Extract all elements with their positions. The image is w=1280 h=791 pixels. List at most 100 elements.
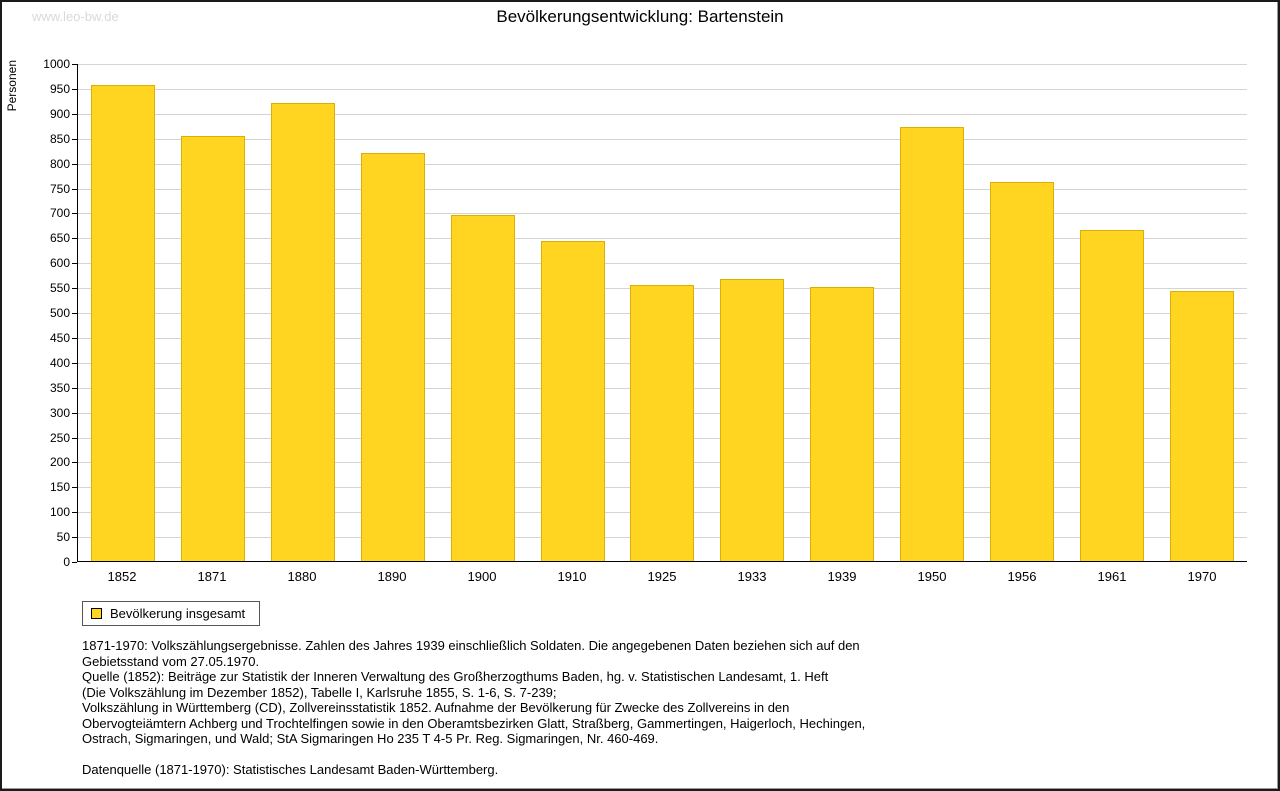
y-axis-tick-mark [72, 313, 77, 314]
y-axis-tick-mark [72, 88, 77, 90]
footnote-line [82, 747, 865, 763]
bar-1925 [630, 284, 695, 561]
gridline [78, 88, 1247, 90]
plot-area [77, 64, 1247, 562]
footnote-line: Ostrach, Sigmaringen, und Wald; StA Sigm… [82, 731, 659, 746]
x-axis-tick-label: 1900 [467, 569, 497, 584]
x-axis-tick-label: 1939 [827, 569, 857, 584]
y-axis-tick-label: 950 [49, 81, 70, 96]
footnote-line: Volkszählung in Württemberg (CD), Zollve… [82, 700, 790, 715]
footnote-line: 1871-1970: Volkszählungsergebnisse. Zahl… [82, 638, 860, 653]
chart-title: Bevölkerungsentwicklung: Bartenstein [496, 7, 784, 26]
y-axis-tick-mark [72, 263, 77, 265]
bar-slot [977, 64, 1067, 561]
y-axis-tick-mark [72, 362, 77, 364]
y-axis-tick-label: 150 [49, 480, 70, 495]
y-axis-tick-label: 1000 [43, 57, 70, 71]
y-axis-tick-mark [72, 462, 77, 464]
gridline [78, 64, 1247, 65]
y-axis-tick-label: 300 [49, 405, 70, 420]
y-axis-tick-label: 250 [49, 430, 70, 445]
x-axis-tick-label: 1880 [287, 569, 317, 584]
bar-1890 [360, 153, 425, 561]
gridline [78, 138, 1247, 140]
x-axis-tick-label: 1871 [197, 569, 227, 584]
y-axis-tick-mark [72, 64, 77, 65]
bar-slot [348, 64, 438, 561]
bar-slot [1067, 64, 1157, 561]
y-axis-tick-label: 350 [49, 380, 70, 395]
y-axis-tick-mark [72, 512, 77, 514]
y-axis-tick-mark [72, 412, 77, 414]
y-axis-tick-label: 200 [49, 455, 70, 470]
y-axis-tick-label: 650 [49, 231, 70, 246]
bar-slot [168, 64, 258, 561]
y-axis-tick-label: 100 [49, 505, 70, 520]
y-axis-label: Personen [5, 60, 19, 112]
bar-slot [258, 64, 348, 561]
footnote-line: Gebietsstand vom 27.05.1970. [82, 653, 260, 669]
y-axis-tick-label: 0 [63, 555, 70, 569]
bar-slot [797, 64, 887, 561]
x-axis-tick-label: 1890 [377, 569, 407, 584]
legend-swatch-icon [91, 608, 102, 619]
bar-1956 [990, 182, 1055, 561]
y-axis-tick-mark [72, 562, 77, 563]
y-axis-tick-label: 50 [56, 530, 70, 545]
y-axis-tick-label: 450 [49, 330, 70, 345]
y-axis-tick-label: 500 [49, 306, 70, 320]
y-axis-tick-mark [72, 387, 77, 389]
gridline [78, 188, 1247, 190]
x-axis-tick-label: 1910 [557, 569, 587, 584]
y-axis-tick-label: 400 [49, 355, 70, 370]
y-axis-tick-mark [72, 537, 77, 539]
gridline [78, 163, 1247, 165]
y-axis-tick-label: 700 [49, 206, 70, 221]
bar-slot [78, 64, 168, 561]
y-axis-tick-mark [72, 288, 77, 290]
y-axis-tick-mark [72, 238, 77, 240]
footnote-line: Quelle (1852): Beiträge zur Statistik de… [82, 669, 829, 684]
y-axis-tick-mark [72, 163, 77, 165]
y-axis-tick-mark [72, 487, 77, 489]
y-axis-tick-label: 850 [49, 131, 70, 146]
bar-1910 [540, 240, 605, 561]
footnote-line: (Die Volkszählung im Dezember 1852), Tab… [82, 684, 557, 700]
x-axis-tick-label: 1852 [107, 569, 137, 584]
y-axis-tick-label: 600 [49, 256, 70, 271]
y-axis-tick-mark [72, 138, 77, 140]
y-axis-tick-label: 750 [49, 181, 70, 196]
y-axis-tick-mark [72, 113, 77, 115]
legend-label: Bevölkerung insgesamt [110, 606, 246, 621]
y-axis-tick-label: 900 [49, 106, 70, 121]
gridline [78, 113, 1247, 115]
gridline [78, 263, 1247, 265]
bar-slot [707, 64, 797, 561]
x-axis-tick-label: 1956 [1007, 569, 1037, 584]
bar-1852 [90, 84, 155, 561]
x-axis-tick-label: 1933 [737, 569, 767, 584]
y-axis-tick-mark [72, 337, 77, 339]
x-axis-tick-label: 1970 [1187, 569, 1217, 584]
bar-slot [438, 64, 528, 561]
bar-1961 [1080, 230, 1145, 561]
x-axis-tick-label: 1950 [917, 569, 947, 584]
footnotes: 1871-1970: Volkszählungsergebnisse. Zahl… [82, 638, 865, 778]
footnote-line: Obervogteiämtern Achberg und Trochtelfin… [82, 715, 866, 731]
bar-1970 [1170, 290, 1235, 561]
bar-slot [528, 64, 618, 561]
y-axis-tick-mark [72, 188, 77, 190]
bar-slot [1157, 64, 1247, 561]
bar-1939 [810, 287, 875, 561]
x-axis-tick-label: 1961 [1097, 569, 1127, 584]
bar-1933 [720, 278, 785, 561]
watermark: www.leo-bw.de [32, 9, 119, 24]
bar-1950 [900, 127, 965, 561]
gridline [78, 238, 1247, 240]
legend: Bevölkerung insgesamt [82, 601, 261, 626]
bar-1871 [180, 135, 245, 561]
bar-slot [618, 64, 708, 561]
bars-container [78, 64, 1247, 561]
x-axis-tick-label: 1925 [647, 569, 677, 584]
